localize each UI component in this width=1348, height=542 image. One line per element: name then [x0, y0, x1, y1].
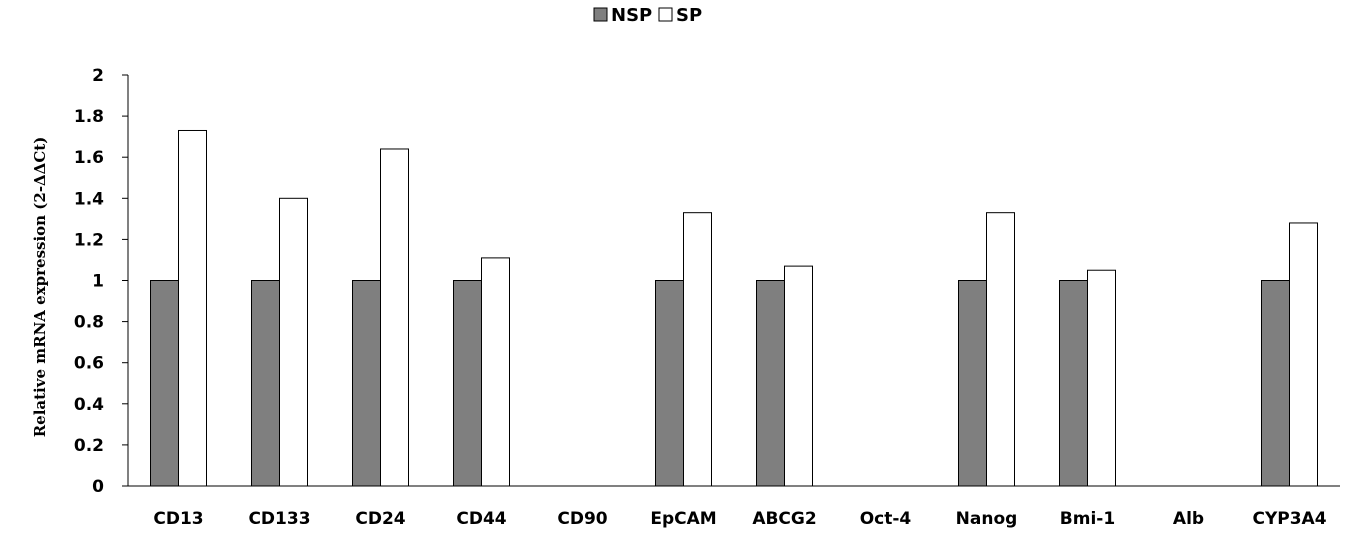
bar-sp [683, 212, 712, 487]
bar-nsp [1261, 280, 1290, 487]
bar-sp [481, 257, 510, 487]
bar-sp [986, 212, 1015, 487]
y-tick-label: 1.4 [74, 189, 104, 209]
x-axis: CD13 CD133 CD24 CD44 CD90 EpCAM ABCG2 Oct-4 Nano… [128, 485, 1340, 529]
legend-label-nsp: NSP [611, 5, 652, 26]
bar-nsp [453, 280, 482, 487]
bar-sp [784, 265, 813, 487]
bar-sp [1087, 269, 1116, 487]
x-tick-label: CYP3A4 [1252, 509, 1326, 529]
y-tick-label: 1.2 [74, 230, 104, 250]
bar-sp [380, 148, 409, 487]
x-tick-label: Alb [1173, 509, 1204, 529]
x-tick-label: CD24 [355, 509, 405, 529]
bars [150, 129, 1318, 487]
bar-nsp [352, 280, 381, 487]
y-tick-label: 0 [92, 477, 104, 497]
y-axis: 0 0.2 0.4 0.6 0.8 1 1.2 1.4 1.6 1.8 2 [74, 66, 129, 497]
y-tick-label: 1.8 [74, 107, 104, 127]
x-tick-label: Nanog [956, 509, 1018, 529]
bar-nsp [958, 280, 987, 487]
y-tick-label: 0.8 [74, 313, 104, 333]
y-axis-label: Relative mRNA expression (2-ΔΔCt) [31, 137, 49, 438]
x-tick-label: ABCG2 [752, 509, 816, 529]
legend: NSP SP [593, 5, 702, 26]
x-tick-label: CD90 [557, 509, 607, 529]
bar-nsp [1059, 280, 1088, 487]
bar-nsp [150, 280, 179, 487]
y-tick-label: 0.2 [74, 436, 104, 456]
legend-label-sp: SP [676, 5, 702, 26]
y-tick-label: 2 [92, 66, 104, 86]
x-tick-label: CD133 [248, 509, 310, 529]
x-tick-label: Oct-4 [860, 509, 912, 529]
x-tick-label: CD13 [153, 509, 203, 529]
bar-sp [178, 129, 207, 487]
y-tick-label: 1 [92, 272, 104, 292]
legend-swatch-nsp [593, 7, 608, 22]
legend-swatch-sp [658, 7, 673, 22]
y-tick-label: 0.6 [74, 354, 104, 374]
bar-nsp [756, 280, 785, 487]
x-tick-label: Bmi-1 [1060, 509, 1115, 529]
bar-sp [1289, 222, 1318, 487]
bar-sp [279, 197, 308, 487]
x-tick-label: CD44 [456, 509, 506, 529]
y-tick-label: 0.4 [74, 395, 104, 415]
x-tick-label: EpCAM [650, 509, 716, 529]
bar-nsp [251, 280, 280, 487]
y-tick-label: 1.6 [74, 148, 104, 168]
bar-nsp [655, 280, 684, 487]
